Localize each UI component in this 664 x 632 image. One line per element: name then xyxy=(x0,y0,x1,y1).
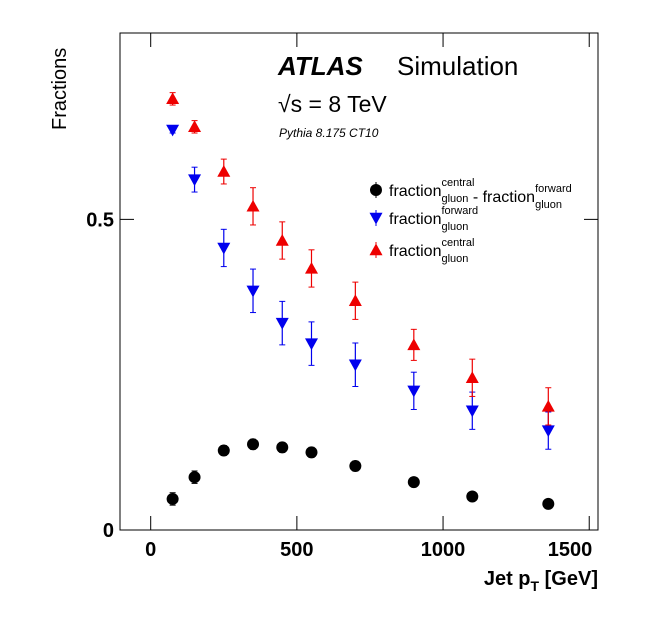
legend-sup: forward xyxy=(441,205,478,217)
point xyxy=(217,165,231,177)
point xyxy=(166,492,179,505)
point xyxy=(275,233,289,246)
point xyxy=(407,385,421,398)
plot-frame xyxy=(119,32,599,531)
point xyxy=(247,438,260,451)
legend-sub: gluon xyxy=(441,193,468,205)
point xyxy=(465,405,479,418)
point xyxy=(246,285,260,298)
point xyxy=(348,294,362,306)
legend-sub: gluon xyxy=(441,221,468,233)
point xyxy=(348,359,362,372)
point xyxy=(541,399,555,412)
y-tick-label: 0 xyxy=(103,520,114,542)
point xyxy=(305,446,318,459)
point xyxy=(188,174,202,187)
point xyxy=(304,261,318,274)
legend-text: fraction xyxy=(389,243,441,260)
legend-text: - xyxy=(468,189,482,206)
point xyxy=(166,92,180,105)
status-label: Simulation xyxy=(397,51,518,81)
legend-sub: gluon xyxy=(441,253,468,265)
x-tick-label: 500 xyxy=(280,539,313,561)
x-tick-label: 1000 xyxy=(421,539,466,561)
point xyxy=(276,441,289,454)
point xyxy=(217,444,230,457)
x-axis-label: Jet pT [GeV] xyxy=(484,568,598,594)
point xyxy=(188,120,202,133)
point xyxy=(407,476,420,489)
x-axis-label-unit: [GeV] xyxy=(539,568,598,590)
x-tick-label: 1500 xyxy=(548,539,593,561)
generator-label: Pythia 8.175 CT10 xyxy=(279,126,379,140)
legend-label: fractioncentral gluon - fractionforward gl… xyxy=(389,177,572,211)
x-tick-label: 0 xyxy=(145,539,156,561)
legend-sub: gluon xyxy=(535,199,562,211)
legend-label: fractioncentral gluon xyxy=(389,237,475,265)
point xyxy=(466,490,479,503)
point xyxy=(217,242,231,255)
point xyxy=(188,471,201,484)
atlas-label: ATLAS xyxy=(277,51,363,81)
point xyxy=(542,497,555,510)
point xyxy=(166,124,180,137)
legend-text: fraction xyxy=(483,189,535,206)
x-axis-label-sub: T xyxy=(531,578,540,594)
y-tick-label: 0.5 xyxy=(86,209,114,231)
point xyxy=(407,338,421,351)
point xyxy=(541,425,555,438)
energy-label: √s = 8 TeV xyxy=(278,91,387,117)
point xyxy=(465,371,479,383)
point xyxy=(275,317,289,330)
legend-sup: forward xyxy=(535,183,572,195)
y-axis-label: Fractions xyxy=(49,48,71,130)
legend-text: fraction xyxy=(389,183,441,200)
legend-sup: central xyxy=(441,177,474,189)
x-axis-label-main: Jet p xyxy=(484,568,531,590)
point xyxy=(304,338,318,351)
legend-sup: central xyxy=(441,237,474,249)
legend-label: fractionforward gluon xyxy=(389,205,478,233)
legend-text: fraction xyxy=(389,211,441,228)
point xyxy=(246,199,260,212)
point xyxy=(349,460,362,473)
